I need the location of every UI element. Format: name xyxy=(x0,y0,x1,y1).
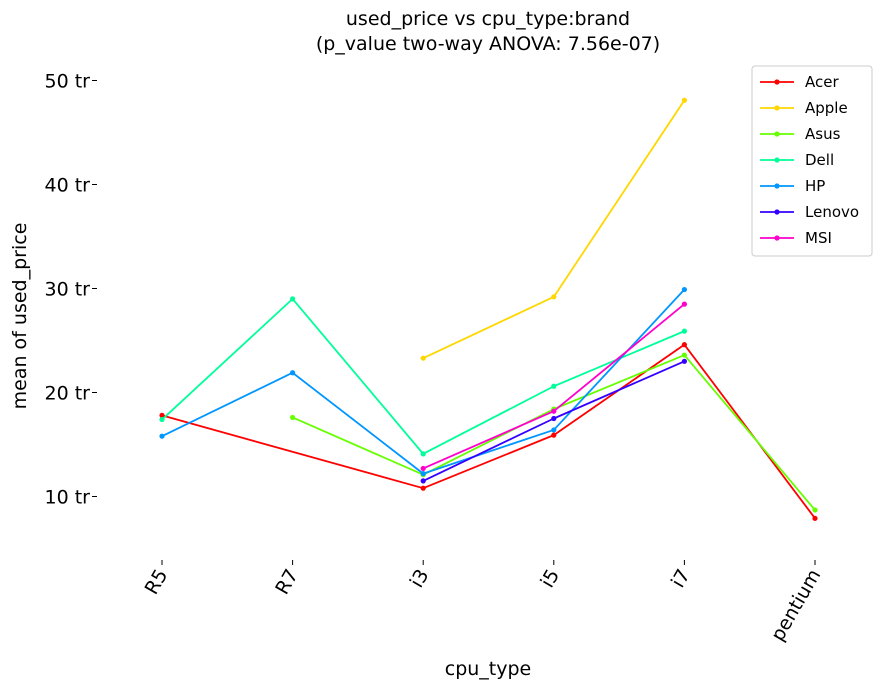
series-acer xyxy=(159,342,818,521)
data-point xyxy=(681,358,688,364)
x-tick-label: pentium xyxy=(767,566,826,645)
data-point xyxy=(812,515,818,521)
data-point xyxy=(420,355,426,361)
data-point xyxy=(420,451,426,457)
data-point xyxy=(681,352,688,358)
x-tick-label: i3 xyxy=(406,566,434,592)
x-tick-label: i7 xyxy=(667,566,695,592)
legend-label: MSI xyxy=(805,229,832,247)
chart-title: used_price vs cpu_type:brand xyxy=(346,8,630,30)
data-point xyxy=(681,328,688,334)
x-tick-label: R5 xyxy=(141,566,173,599)
legend-entry: Dell xyxy=(760,151,834,169)
series-line xyxy=(161,288,686,475)
legend-marker xyxy=(774,183,780,189)
y-tick-label: 20 tr xyxy=(45,383,91,405)
data-point xyxy=(420,485,426,491)
legend-marker xyxy=(774,157,780,163)
legend-marker xyxy=(774,79,780,85)
data-point xyxy=(420,478,426,484)
legend-marker xyxy=(774,209,780,215)
data-point xyxy=(681,97,688,103)
y-tick-label: 50 tr xyxy=(45,71,91,93)
legend-marker xyxy=(774,235,780,241)
y-tick-label: 10 tr xyxy=(45,487,91,509)
data-point xyxy=(290,296,296,302)
data-point xyxy=(551,383,557,389)
series-apple xyxy=(420,97,688,361)
data-point xyxy=(290,414,296,421)
y-axis: 10 tr 20 tr 30 tr 40 tr 50 tr xyxy=(45,71,97,509)
data-point xyxy=(812,507,818,513)
data-point xyxy=(551,415,557,422)
y-axis-label: mean of used_price xyxy=(9,223,31,410)
legend-entry: Apple xyxy=(760,99,848,117)
data-point xyxy=(681,301,688,307)
series-lenovo xyxy=(420,358,688,484)
series-dell xyxy=(159,296,688,457)
legend-label: Apple xyxy=(805,99,848,117)
legend-label: Lenovo xyxy=(805,203,859,221)
legend-label: Dell xyxy=(805,151,834,169)
chart-subtitle: (p_value two-way ANOVA: 7.56e-07) xyxy=(316,33,660,55)
series-line xyxy=(161,297,685,455)
legend-entry: HP xyxy=(760,177,825,195)
data-point xyxy=(551,432,557,438)
data-point xyxy=(290,370,296,376)
x-axis-label: cpu_type xyxy=(445,658,532,680)
x-axis: R5 R7 i3 i5 i7 pentium xyxy=(141,560,826,645)
data-point xyxy=(159,412,165,418)
legend-marker xyxy=(774,105,780,111)
plot-area xyxy=(159,97,818,521)
data-point xyxy=(681,286,688,293)
data-point xyxy=(420,471,426,477)
legend-label: HP xyxy=(805,177,825,195)
legend-label: Acer xyxy=(805,73,839,91)
data-point xyxy=(551,408,557,414)
x-tick-label: R7 xyxy=(271,566,303,599)
y-tick-label: 40 tr xyxy=(45,175,91,197)
legend-entry: Asus xyxy=(760,125,841,143)
legend: Acer Apple Asus Dell HP Lenovo MSI xyxy=(751,65,873,257)
series-hp xyxy=(159,286,688,477)
data-point xyxy=(551,427,557,433)
data-point xyxy=(551,294,557,300)
legend-frame xyxy=(751,65,873,257)
legend-label: Asus xyxy=(805,125,841,143)
legend-entry: Acer xyxy=(760,73,839,91)
data-point xyxy=(159,433,165,439)
series-msi xyxy=(420,301,688,472)
data-point xyxy=(159,416,165,423)
data-point xyxy=(681,342,688,348)
y-tick-label: 30 tr xyxy=(45,279,91,301)
legend-entry: Lenovo xyxy=(760,203,859,221)
series-line xyxy=(161,343,816,519)
legend-marker xyxy=(774,131,780,137)
legend-entry: MSI xyxy=(760,229,832,247)
series-line xyxy=(422,99,686,359)
x-tick-label: i5 xyxy=(536,566,564,592)
data-point xyxy=(420,465,426,472)
